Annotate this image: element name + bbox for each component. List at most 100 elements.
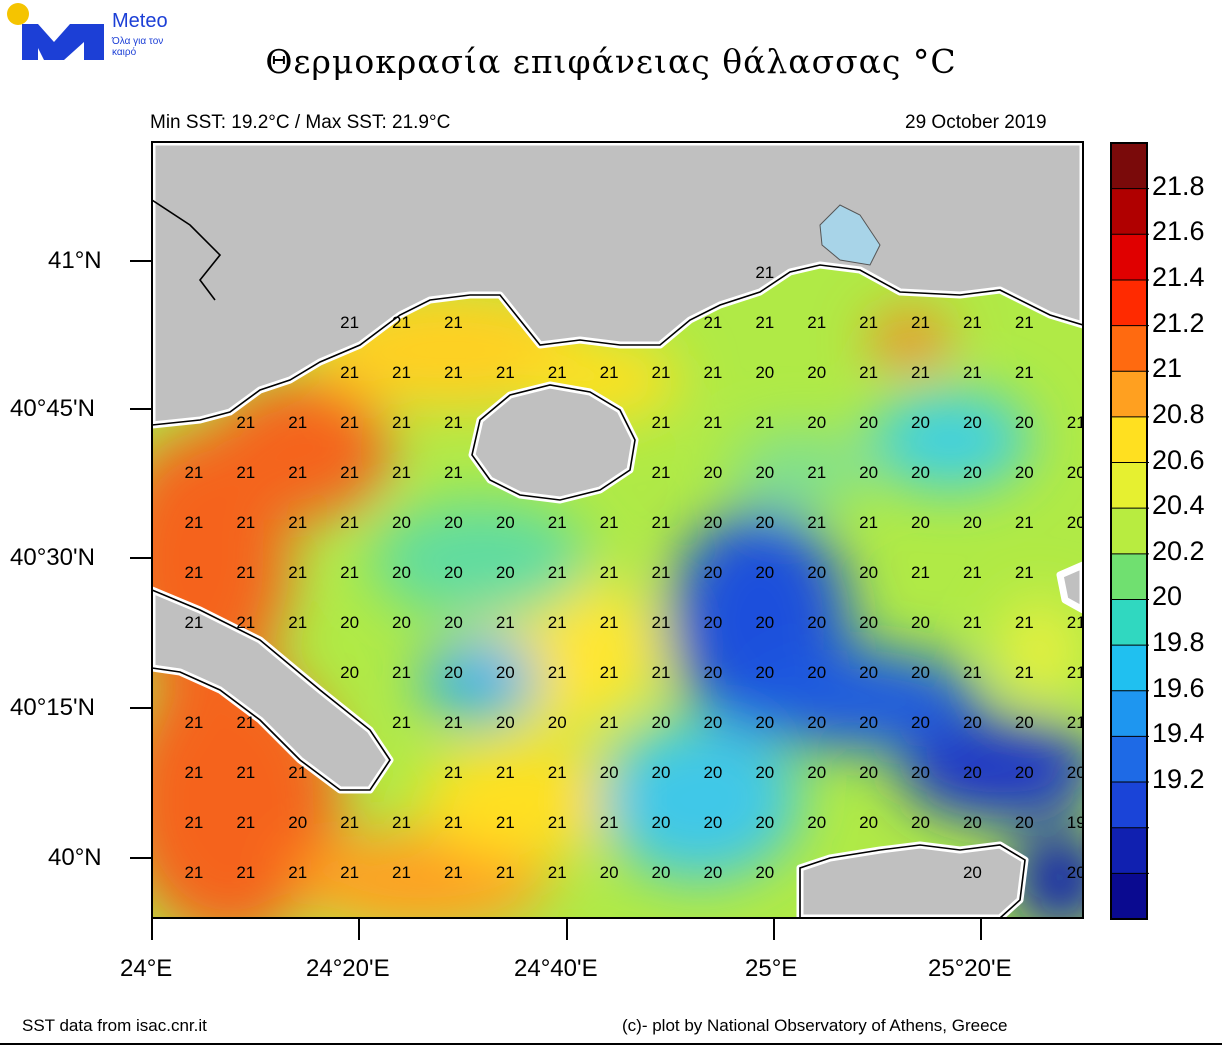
sst-value-label: 21 — [236, 513, 255, 532]
sst-value-label: 20 — [548, 713, 567, 732]
sst-value-label: 20 — [963, 813, 982, 832]
sst-value-label: 21 — [548, 813, 567, 832]
sst-value-label: 21 — [236, 713, 255, 732]
sst-value-label: 20 — [703, 613, 722, 632]
sst-value-label: 21 — [755, 263, 774, 282]
logo-tagline: Όλα για τον καιρό — [112, 36, 164, 58]
sst-value-label: 20 — [755, 763, 774, 782]
sst-value-label: 20 — [600, 763, 619, 782]
sst-value-label: 21 — [911, 363, 930, 382]
sst-value-label: 20 — [496, 663, 515, 682]
sst-value-label: 20 — [1015, 713, 1034, 732]
colorbar-label: 19.8 — [1152, 627, 1205, 658]
sst-value-label: 20 — [911, 513, 930, 532]
sst-value-label: 20 — [807, 363, 826, 382]
sst-value-label: 20 — [755, 463, 774, 482]
sst-value-label: 20 — [755, 363, 774, 382]
colorbar-label: 19.4 — [1152, 718, 1205, 749]
sst-value-label: 20 — [1015, 813, 1034, 832]
sst-value-label: 20 — [444, 663, 463, 682]
colorbar-swatch — [1111, 279, 1147, 327]
colorbar-swatch — [1111, 873, 1147, 920]
sst-value-label: 20 — [807, 763, 826, 782]
sst-value-label: 21 — [392, 463, 411, 482]
map-frame — [151, 141, 1084, 919]
plot-credit: (c)- plot by National Observatory of Ath… — [622, 1016, 1008, 1035]
sst-value-label: 20 — [859, 713, 878, 732]
sst-value-label: 21 — [1015, 663, 1034, 682]
sst-value-label: 21 — [652, 563, 671, 582]
colorbar-label: 21.2 — [1152, 307, 1205, 338]
sst-value-label: 20 — [859, 813, 878, 832]
sst-value-label: 21 — [703, 313, 722, 332]
sst-value-label: 20 — [807, 663, 826, 682]
sst-value-label: 20 — [963, 513, 982, 532]
sst-value-label: 21 — [1067, 713, 1086, 732]
sst-value-label: 21 — [444, 463, 463, 482]
sst-value-label: 20 — [1015, 413, 1034, 432]
sst-value-label: 20 — [444, 563, 463, 582]
sst-value-label: 21 — [911, 563, 930, 582]
sst-value-label: 20 — [703, 713, 722, 732]
sst-value-label: 20 — [859, 563, 878, 582]
map-date: 29 October 2019 — [905, 112, 1047, 133]
sst-value-label: 21 — [340, 463, 359, 482]
sst-value-label: 20 — [1015, 463, 1034, 482]
colorbar-swatch — [1111, 553, 1147, 600]
colorbar-label: 20.6 — [1152, 444, 1205, 475]
colorbar-label: 20.8 — [1152, 398, 1205, 429]
sst-value-label: 21 — [340, 363, 359, 382]
colorbar-swatch — [1111, 462, 1147, 509]
sst-value-label: 20 — [496, 713, 515, 732]
colorbar-swatch — [1111, 690, 1147, 737]
sst-value-label: 20 — [496, 563, 515, 582]
sst-value-label: 21 — [444, 713, 463, 732]
sst-value-label: 21 — [807, 313, 826, 332]
sst-value-label: 20 — [963, 763, 982, 782]
sst-value-label: 21 — [963, 663, 982, 682]
sst-value-label: 21 — [340, 413, 359, 432]
sst-value-label: 20 — [288, 813, 307, 832]
sst-value-label: 21 — [652, 363, 671, 382]
sst-value-label: 21 — [755, 313, 774, 332]
sst-value-label: 21 — [963, 313, 982, 332]
lon-label-25-20e: 25°20'E — [928, 955, 1012, 982]
lat-label-40n: 40°N — [48, 844, 102, 871]
sst-value-label: 21 — [600, 613, 619, 632]
sst-value-label: 21 — [392, 313, 411, 332]
sst-value-label: 21 — [652, 413, 671, 432]
sst-value-label: 21 — [652, 613, 671, 632]
sst-value-label: 20 — [703, 563, 722, 582]
sst-value-label: 20 — [963, 413, 982, 432]
sst-value-label: 21 — [1015, 563, 1034, 582]
sst-value-label: 21 — [1067, 413, 1086, 432]
sst-value-label: 21 — [288, 463, 307, 482]
sst-value-label: 21 — [859, 513, 878, 532]
sst-value-label: 20 — [444, 513, 463, 532]
sst-value-label: 21 — [392, 413, 411, 432]
sst-value-label: 21 — [548, 513, 567, 532]
sst-value-label: 21 — [184, 813, 203, 832]
sst-value-label: 20 — [807, 563, 826, 582]
colorbar-label: 19.2 — [1152, 764, 1205, 795]
sst-value-label: 20 — [340, 663, 359, 682]
sst-value-label: 20 — [755, 663, 774, 682]
min-max-sst: Min SST: 19.2°C / Max SST: 21.9°C — [150, 112, 451, 133]
sst-value-label: 21 — [600, 663, 619, 682]
lon-label-25e: 25°E — [745, 955, 798, 982]
sst-value-label: 20 — [392, 613, 411, 632]
sst-value-label: 20 — [755, 563, 774, 582]
sst-value-label: 21 — [600, 563, 619, 582]
sst-value-label: 21 — [184, 513, 203, 532]
lat-label-40-30n: 40°30'N — [10, 544, 95, 571]
sst-value-label: 20 — [1067, 863, 1086, 882]
sst-value-label: 21 — [184, 563, 203, 582]
sst-value-label: 20 — [911, 413, 930, 432]
sst-value-label: 20 — [703, 663, 722, 682]
sst-value-label: 20 — [807, 613, 826, 632]
sst-value-label: 21 — [236, 813, 255, 832]
sst-value-label: 20 — [652, 713, 671, 732]
sst-value-label: 20 — [859, 763, 878, 782]
logo-name: Meteo — [112, 10, 168, 32]
colorbar-swatch — [1111, 827, 1147, 874]
